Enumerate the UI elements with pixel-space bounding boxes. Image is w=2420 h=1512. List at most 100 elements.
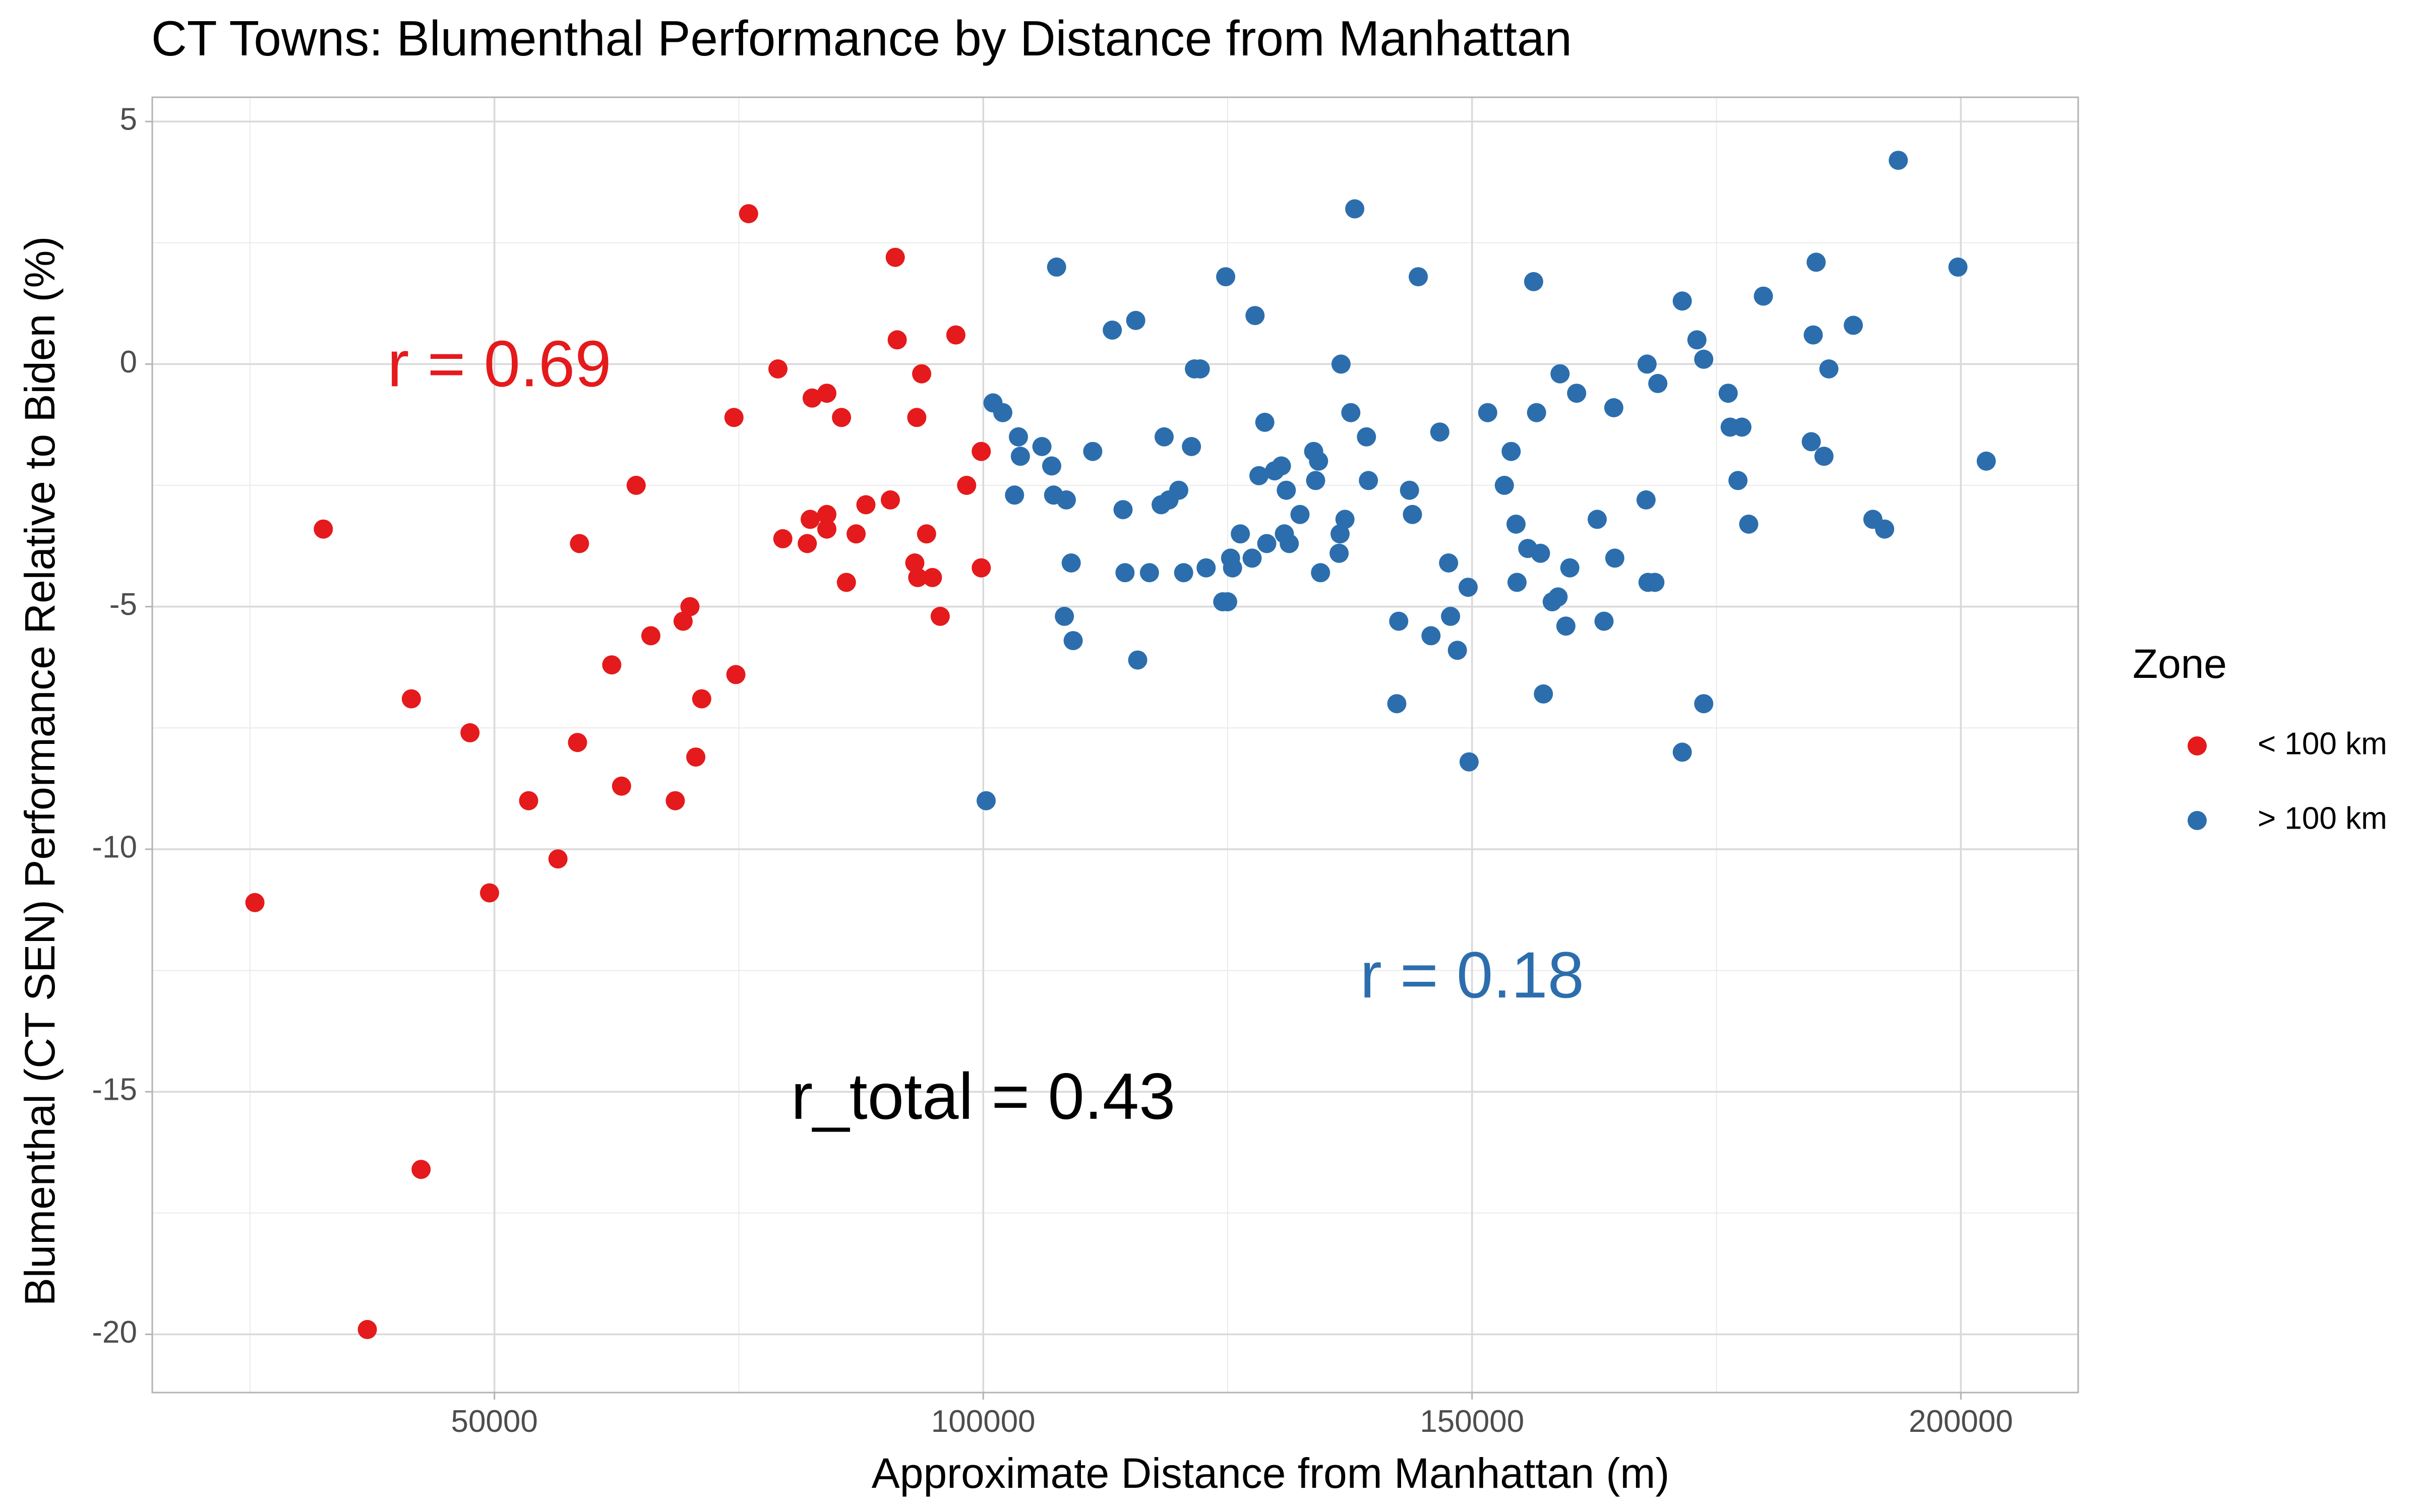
data-point: [1103, 321, 1122, 340]
data-point: [977, 791, 996, 810]
data-point: [917, 524, 936, 544]
data-point: [568, 733, 587, 752]
y-axis-label: Blumenthal (CT SEN) Performance Relative…: [16, 236, 64, 1306]
data-point: [1636, 490, 1656, 510]
data-point: [1311, 563, 1330, 583]
legend-label: > 100 km: [2258, 801, 2387, 836]
data-point: [1389, 611, 1409, 631]
correlation-annotation: r = 0.18: [1360, 938, 1584, 1012]
data-point: [887, 330, 907, 350]
data-point: [768, 359, 788, 379]
data-point: [1055, 606, 1074, 626]
data-point: [612, 776, 631, 796]
data-point: [1196, 558, 1216, 578]
data-point: [1728, 471, 1748, 490]
data-point: [1182, 437, 1201, 456]
data-point: [885, 247, 905, 267]
data-point: [1009, 427, 1028, 447]
data-point: [1126, 310, 1145, 330]
panel-border-rect: [151, 96, 2079, 1394]
data-point: [739, 204, 758, 223]
data-point: [1255, 412, 1275, 432]
x-axis-ticks: 50000 100000 150000 200000: [451, 1393, 2013, 1439]
data-point: [802, 388, 822, 408]
data-point: [1447, 641, 1467, 660]
data-point: [1459, 752, 1479, 772]
data-point: [993, 403, 1012, 422]
y-tick-label: 5: [120, 102, 137, 137]
data-point: [411, 1160, 431, 1179]
data-point: [1272, 456, 1291, 476]
data-point: [1257, 534, 1277, 553]
data-point: [1672, 291, 1692, 311]
data-point: [1359, 471, 1378, 490]
data-point: [1648, 373, 1668, 393]
data-point: [1047, 257, 1066, 277]
data-point: [1441, 606, 1461, 626]
data-point: [692, 689, 711, 709]
data-point: [1501, 442, 1521, 461]
data-point: [1801, 432, 1821, 452]
data-point: [1556, 616, 1576, 636]
data-point: [1732, 417, 1751, 437]
data-point: [972, 558, 991, 578]
data-point: [1594, 611, 1614, 631]
data-point: [1567, 384, 1587, 403]
data-point: [1341, 403, 1361, 422]
data-point: [1694, 694, 1714, 714]
data-point: [602, 655, 622, 675]
data-point: [1277, 480, 1296, 500]
data-point: [832, 408, 852, 427]
data-point: [1010, 447, 1030, 466]
data-point: [856, 495, 876, 515]
annotations: r = 0.69 r = 0.18 r_total = 0.43: [387, 327, 1584, 1132]
data-point: [570, 534, 589, 553]
data-point: [773, 529, 793, 548]
data-point: [1718, 384, 1738, 403]
data-points: [245, 151, 1996, 1339]
data-point: [1976, 451, 1996, 471]
data-point: [1588, 510, 1607, 529]
data-point: [1875, 519, 1895, 539]
data-point: [801, 510, 820, 529]
data-point: [1531, 543, 1550, 563]
data-point: [680, 597, 700, 616]
data-point: [1169, 480, 1188, 500]
chart-title: CT Towns: Blumenthal Performance by Dist…: [151, 11, 1572, 66]
data-point: [1280, 534, 1299, 553]
data-point: [1218, 592, 1237, 611]
data-point: [1290, 505, 1310, 524]
data-point: [1753, 286, 1773, 306]
data-point: [1803, 325, 1823, 345]
data-point: [1245, 306, 1265, 326]
data-point: [401, 689, 421, 709]
data-point: [1357, 427, 1376, 447]
data-point: [1345, 199, 1365, 219]
x-tick-label: 50000: [451, 1404, 537, 1439]
data-point: [907, 408, 927, 427]
panel-border: [151, 96, 2079, 1394]
data-point: [1330, 524, 1350, 544]
data-point: [846, 524, 866, 544]
data-point: [519, 791, 538, 810]
data-point: [1694, 349, 1714, 369]
data-point: [1430, 422, 1449, 442]
data-point: [923, 568, 942, 587]
data-point: [314, 519, 333, 539]
data-point: [1231, 524, 1250, 544]
data-point: [1242, 548, 1262, 568]
data-point: [1604, 398, 1623, 417]
data-point: [1507, 573, 1527, 592]
panel-background: [152, 97, 2078, 1393]
data-point: [1421, 626, 1441, 646]
x-tick-label: 100000: [931, 1404, 1036, 1439]
data-point: [946, 325, 965, 345]
data-point: [1306, 471, 1325, 490]
data-point: [798, 534, 817, 553]
data-point: [1814, 447, 1834, 466]
data-point: [817, 505, 836, 524]
data-point: [1806, 253, 1826, 272]
data-point: [1548, 587, 1568, 607]
data-point: [666, 791, 685, 810]
